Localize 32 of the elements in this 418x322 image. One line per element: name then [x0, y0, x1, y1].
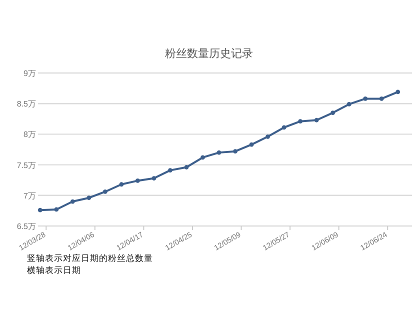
point — [135, 178, 140, 183]
point — [216, 150, 222, 155]
point — [249, 142, 254, 147]
point — [379, 96, 384, 101]
point — [38, 208, 42, 212]
y-tick-label: 9万 — [24, 69, 36, 78]
y-tick-label: 8.5万 — [16, 100, 36, 109]
y-tick-label: 6.5万 — [16, 222, 36, 231]
point — [314, 118, 319, 122]
point — [363, 96, 368, 101]
y-tick-label: 8万 — [24, 130, 36, 140]
point — [152, 176, 156, 180]
point — [102, 190, 108, 194]
point — [233, 149, 238, 154]
point — [282, 125, 286, 130]
point — [330, 110, 336, 115]
point — [200, 155, 205, 160]
text: 横轴表示日期 — [27, 265, 81, 275]
point — [54, 207, 59, 212]
point — [119, 182, 124, 187]
point — [168, 168, 172, 173]
y-tick-label: 7.5万 — [16, 160, 36, 170]
point — [266, 134, 270, 139]
point — [70, 199, 75, 204]
y-tick-label: 7万 — [24, 191, 36, 200]
point — [86, 196, 92, 200]
point — [184, 165, 189, 170]
text: 竖轴表示对应日期的粉丝总数量 — [27, 253, 153, 263]
point — [298, 119, 303, 124]
point — [396, 90, 400, 94]
point — [346, 102, 352, 106]
chart-title: 粉丝数量历史记录 — [165, 47, 253, 60]
